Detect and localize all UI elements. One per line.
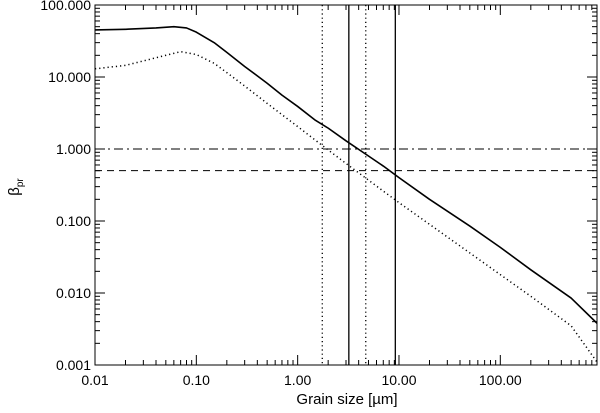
x-tick-label: 0.10 bbox=[183, 372, 210, 388]
y-tick-label: 10.000 bbox=[48, 69, 91, 85]
y-tick-label: 1.000 bbox=[56, 141, 91, 157]
x-tick-label: 10.00 bbox=[381, 372, 416, 388]
x-tick-label: 1.00 bbox=[284, 372, 311, 388]
y-tick-label: 100.000 bbox=[40, 0, 91, 13]
y-axis-title-subscript: pr bbox=[15, 178, 26, 188]
y-tick-label: 0.100 bbox=[56, 213, 91, 229]
solid-series-line bbox=[94, 25, 598, 324]
plot-frame bbox=[94, 4, 598, 366]
y-tick-label: 0.001 bbox=[56, 357, 91, 373]
y-axis-title-main: β bbox=[6, 187, 23, 196]
x-tick-label: 0.01 bbox=[81, 372, 108, 388]
y-tick-label: 0.010 bbox=[56, 285, 91, 301]
x-tick-label: 100.00 bbox=[479, 372, 522, 388]
y-axis-title: βpr bbox=[6, 178, 26, 196]
x-axis-title: Grain size [µm] bbox=[296, 391, 397, 408]
dotted-series-line bbox=[94, 50, 598, 363]
